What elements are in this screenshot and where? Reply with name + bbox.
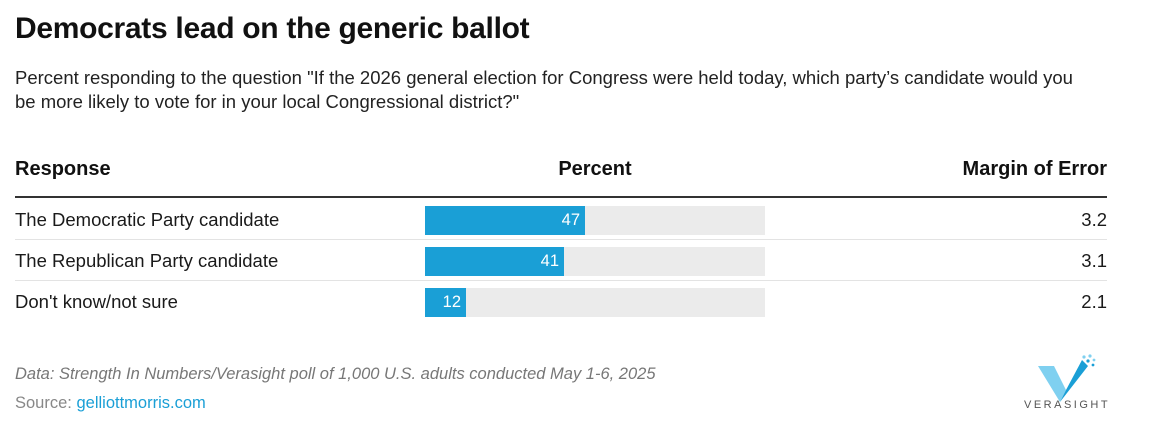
bar: 41 xyxy=(425,247,564,276)
row-divider xyxy=(15,239,1107,240)
table-row: The Republican Party candidate 41 3.1 xyxy=(15,240,1107,281)
bar: 12 xyxy=(425,288,466,317)
logo-v-right xyxy=(1060,360,1088,402)
header-margin-of-error: Margin of Error xyxy=(962,158,1107,180)
data-note: Data: Strength In Numbers/Verasight poll… xyxy=(15,365,656,383)
logo-dot xyxy=(1086,359,1090,363)
chart-subtitle: Percent responding to the question "If t… xyxy=(15,67,1073,112)
row-divider xyxy=(15,280,1107,281)
logo-dot xyxy=(1092,358,1096,362)
bar-value-label: 41 xyxy=(540,252,559,270)
margin-of-error-value: 3.1 xyxy=(1081,250,1107,271)
header-rule xyxy=(15,196,1107,198)
chart-title: Democrats lead on the generic ballot xyxy=(15,12,530,45)
table-row: The Democratic Party candidate 47 3.2 xyxy=(15,199,1107,240)
row-label: The Republican Party candidate xyxy=(15,250,279,271)
logo-wordmark: VERASIGHT xyxy=(1024,399,1111,411)
margin-of-error-value: 3.2 xyxy=(1081,209,1107,230)
row-label: Don't know/not sure xyxy=(15,291,178,312)
header-response: Response xyxy=(15,158,111,180)
bar-value-label: 12 xyxy=(442,293,461,311)
logo-dot xyxy=(1088,354,1092,358)
header-percent: Percent xyxy=(558,158,632,180)
source-line: Source: gelliottmorris.com xyxy=(15,394,206,413)
margin-of-error-value: 2.1 xyxy=(1081,291,1107,312)
bar-track: 47 xyxy=(425,206,765,235)
source-link[interactable]: gelliottmorris.com xyxy=(76,394,206,412)
logo-dot xyxy=(1082,355,1086,359)
verasight-v-logo-icon xyxy=(1038,354,1096,402)
row-label: The Democratic Party candidate xyxy=(15,209,280,230)
bar-track: 12 xyxy=(425,288,765,317)
source-prefix: Source: xyxy=(15,394,72,412)
bar-value-label: 47 xyxy=(561,211,580,229)
logo-dot xyxy=(1091,363,1095,367)
logo-v-left xyxy=(1038,366,1066,402)
bar-track: 41 xyxy=(425,247,765,276)
table-row: Don't know/not sure 12 2.1 xyxy=(15,281,1107,322)
bar: 47 xyxy=(425,206,585,235)
